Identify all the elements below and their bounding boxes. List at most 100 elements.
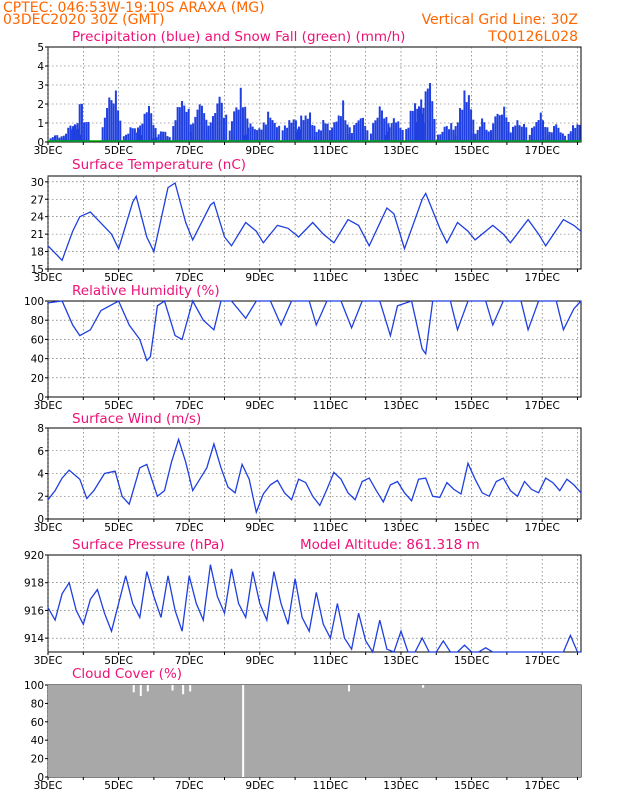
- series-line: [47, 181, 582, 262]
- precip-bar: [54, 135, 57, 142]
- x-tick-label: 3DEC: [34, 522, 63, 534]
- precip-bar: [136, 127, 139, 142]
- precip-bar: [476, 129, 479, 142]
- precip-bar: [550, 132, 553, 142]
- precip-bar: [569, 131, 572, 142]
- precip-bar: [51, 137, 54, 142]
- x-tick-label: 3DEC: [34, 272, 63, 284]
- precip-bar: [141, 123, 144, 142]
- precip-bar: [487, 131, 490, 142]
- precip-bar: [294, 120, 297, 142]
- precip-bar: [110, 100, 113, 142]
- precip-bar: [235, 107, 238, 142]
- precip-bar: [317, 129, 320, 142]
- x-tick-label: 7DEC: [175, 522, 204, 534]
- cloud-gap: [171, 685, 174, 691]
- y-tick-label: 918: [24, 578, 44, 590]
- panel-title: Precipitation (blue) and Snow Fall (gree…: [72, 29, 405, 45]
- y-tick-label: 914: [24, 633, 44, 645]
- precip-bar: [183, 105, 186, 142]
- x-tick-label: 5DEC: [104, 522, 133, 534]
- precip-bar: [166, 136, 169, 142]
- cloud-gap: [146, 685, 149, 692]
- precip-bar: [514, 125, 517, 142]
- precip-bar: [103, 117, 106, 142]
- precip-bar: [239, 87, 242, 142]
- x-tick-label: 17DEC: [524, 655, 559, 667]
- precip-bar: [58, 137, 61, 142]
- precip-bar: [230, 121, 233, 142]
- x-tick-label: 11DEC: [313, 272, 348, 284]
- x-tick-label: 15DEC: [454, 780, 489, 792]
- precip-bar: [311, 124, 314, 142]
- precip-bar: [283, 125, 286, 142]
- precip-bar: [242, 135, 245, 142]
- precip-bar: [306, 118, 309, 142]
- cloud-gap: [189, 685, 192, 692]
- x-tick-label: 13DEC: [383, 780, 418, 792]
- precip-bar: [390, 123, 393, 142]
- x-tick-label: 9DEC: [245, 655, 274, 667]
- precip-bar: [258, 128, 261, 142]
- precip-bar: [452, 129, 455, 142]
- precip-bar: [339, 116, 342, 142]
- model-code: TQ0126L028: [487, 29, 578, 45]
- precip-bar: [309, 112, 312, 142]
- y-tick-label: 2: [37, 491, 44, 503]
- y-tick-label: 80: [31, 698, 44, 710]
- precip-bar: [233, 111, 236, 142]
- y-tick-label: 3: [37, 80, 44, 92]
- y-tick-label: 100: [24, 680, 44, 692]
- x-tick-label: 9DEC: [245, 145, 274, 157]
- x-tick-label: 13DEC: [383, 272, 418, 284]
- precip-bar: [407, 127, 410, 142]
- precip-bar: [541, 120, 544, 142]
- precip-bar: [553, 125, 556, 142]
- precip-bar: [133, 128, 136, 142]
- precip-bar: [101, 127, 104, 142]
- precip-bar: [189, 132, 192, 142]
- precip-bar: [507, 131, 510, 142]
- precip-bar: [108, 97, 111, 142]
- x-tick-label: 17DEC: [524, 272, 559, 284]
- precip-bar: [498, 115, 501, 142]
- precip-bar: [511, 126, 514, 142]
- panel-title: Surface Temperature (nC): [72, 157, 246, 173]
- precip-bar: [131, 128, 134, 142]
- precip-bar: [516, 120, 519, 142]
- y-tick-label: 24: [31, 212, 45, 224]
- precip-bar: [494, 116, 497, 142]
- x-tick-label: 9DEC: [245, 522, 274, 534]
- precip-bar: [424, 91, 427, 142]
- precip-bar: [155, 137, 158, 142]
- x-tick-label: 17DEC: [524, 145, 559, 157]
- precip-bar: [218, 96, 221, 142]
- x-tick-label: 11DEC: [313, 522, 348, 534]
- precip-bar: [203, 113, 206, 142]
- precip-bar: [297, 126, 300, 142]
- y-tick-label: 30: [31, 177, 44, 189]
- x-tick-label: 3DEC: [34, 145, 63, 157]
- y-tick-label: 0: [37, 772, 44, 784]
- precip-bar: [474, 133, 477, 142]
- precip-bar: [85, 122, 88, 142]
- x-tick-label: 9DEC: [245, 400, 274, 412]
- x-tick-label: 13DEC: [383, 522, 418, 534]
- precip-bar: [401, 129, 404, 142]
- precip-bar: [344, 120, 347, 142]
- precip-bar: [253, 129, 256, 142]
- x-tick-label: 5DEC: [104, 400, 133, 412]
- y-tick-label: 100: [24, 296, 44, 308]
- precip-bar: [67, 127, 70, 142]
- x-tick-label: 13DEC: [383, 400, 418, 412]
- precip-bar: [445, 126, 448, 142]
- y-tick-label: 27: [31, 194, 44, 206]
- x-tick-label: 3DEC: [34, 400, 63, 412]
- precip-bar: [337, 115, 340, 142]
- precip-bar: [467, 95, 470, 142]
- precip-bar: [256, 130, 259, 142]
- precip-bar: [470, 109, 473, 142]
- precip-bar: [372, 123, 375, 142]
- precip-bar: [346, 124, 349, 142]
